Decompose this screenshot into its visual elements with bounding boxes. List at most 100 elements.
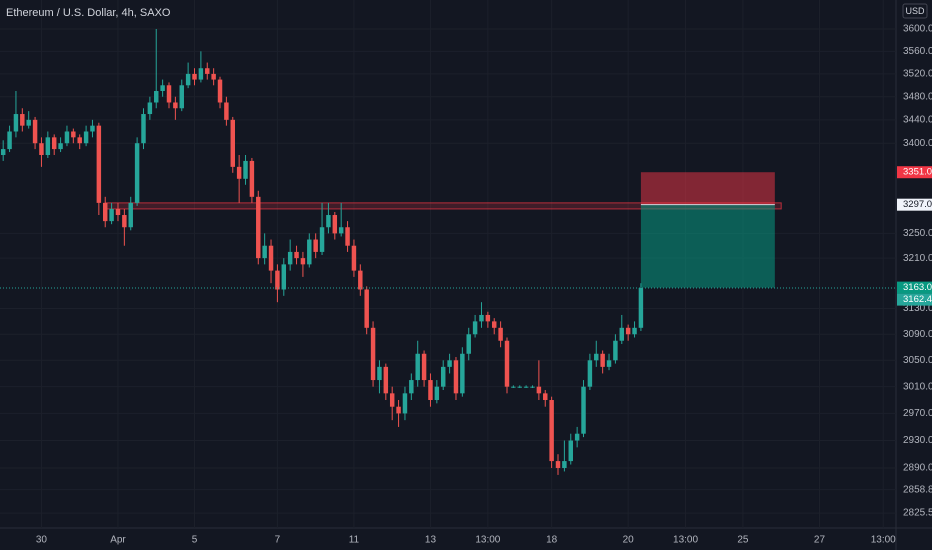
candle-body [224,102,229,120]
candle-body [198,68,204,80]
candle-body [243,160,248,179]
candle-body [326,215,331,228]
price-label: 3162.4 [903,294,932,305]
candle-body [230,119,236,167]
candle-body [632,327,637,335]
candle-body [574,433,580,441]
candle-body [638,287,644,328]
candle-body [351,245,357,271]
candle-body [358,270,363,290]
candle-body [39,143,44,156]
candle-body [90,125,95,132]
candle-body [485,314,491,322]
candle-body [453,360,459,394]
candle-body [58,143,63,150]
candle-body [581,386,586,434]
candle-body [64,131,70,144]
y-tick-label: 3250.0 [903,228,932,239]
candle-body [83,131,89,144]
x-tick-label: 13 [425,535,437,546]
axis-labels: 3600.0 3560.0 3520.0 3480.0 3440.0 3400.0 3250… [36,24,932,546]
currency-badge[interactable] [902,3,928,19]
candle-body [71,131,76,138]
candle-body [447,360,452,367]
x-tick-label: 18 [546,535,558,546]
candle-body [389,393,395,407]
y-tick-label: 2970.0 [903,408,932,419]
candle-body [594,353,599,361]
candle-body [434,386,440,401]
candle-body [472,321,478,335]
x-tick-label: Apr [110,535,126,546]
candle-body [409,380,414,394]
candle-body [523,386,529,388]
price-label-bg [897,166,932,179]
candle-body [440,366,446,387]
candle-body [45,137,51,156]
candle-body [555,461,561,468]
y-tick-label: 2890.0 [903,463,932,474]
candle-body [511,386,516,388]
y-tick-label: 3210.0 [903,253,932,264]
candle-body [370,327,376,381]
candle-body [345,227,350,246]
price-label-bg [897,198,932,211]
candle-body [364,289,369,328]
candle-body [562,461,567,468]
candle-body [287,251,293,265]
currency-label: USD [905,6,925,16]
x-tick-label: 7 [275,535,281,546]
candle-body [268,245,274,271]
candle-body [160,85,165,92]
candle-body [134,143,140,203]
candle-body [549,400,554,462]
price-label-bg [897,293,932,306]
candle-body [7,131,12,150]
candle-body [338,227,344,234]
candle-body [300,258,306,265]
candle-body [192,73,197,80]
candle-body [32,119,38,144]
candle-body [115,208,121,216]
y-tick-label: 3480.0 [903,91,932,102]
candle-body [613,340,618,361]
y-tick-label: 3520.0 [903,69,932,80]
candle-body [428,380,433,401]
y-tick-label: 3090.0 [903,329,932,340]
y-tick-label: 2930.0 [903,435,932,446]
candle-body [543,393,548,401]
plot [0,28,896,475]
candle-body [307,239,312,265]
y-tick-label: 2858.8 [903,484,932,495]
candle-body [294,251,299,259]
y-tick-label: 2825.5 [903,508,932,519]
candle-body [236,166,242,179]
y-tick-label: 3600.0 [903,24,932,35]
candle-body [147,102,153,115]
candle-body [460,353,465,394]
y-tick-label: 3010.0 [903,381,932,392]
grid [0,0,896,528]
x-tick-label: 25 [737,535,749,546]
y-tick-label: 3130.0 [903,303,932,314]
y-tick-label: 3400.0 [903,138,932,149]
candle-body [0,149,6,156]
candle-body [185,73,191,86]
price-label: 3351.0 [903,167,932,178]
candle-body [173,102,178,109]
candle-body [421,353,427,381]
y-tick-label: 3440.0 [903,114,932,125]
candle-body [619,327,625,341]
candle-body [319,227,325,252]
candle-body [77,137,82,144]
candle-body [396,406,401,414]
candle-body [217,79,223,103]
candle-body [13,114,19,132]
candle-body [249,160,255,197]
candle-body [20,114,25,126]
candle-body [96,125,102,203]
candle-body [600,353,605,367]
candle-body [383,366,389,394]
